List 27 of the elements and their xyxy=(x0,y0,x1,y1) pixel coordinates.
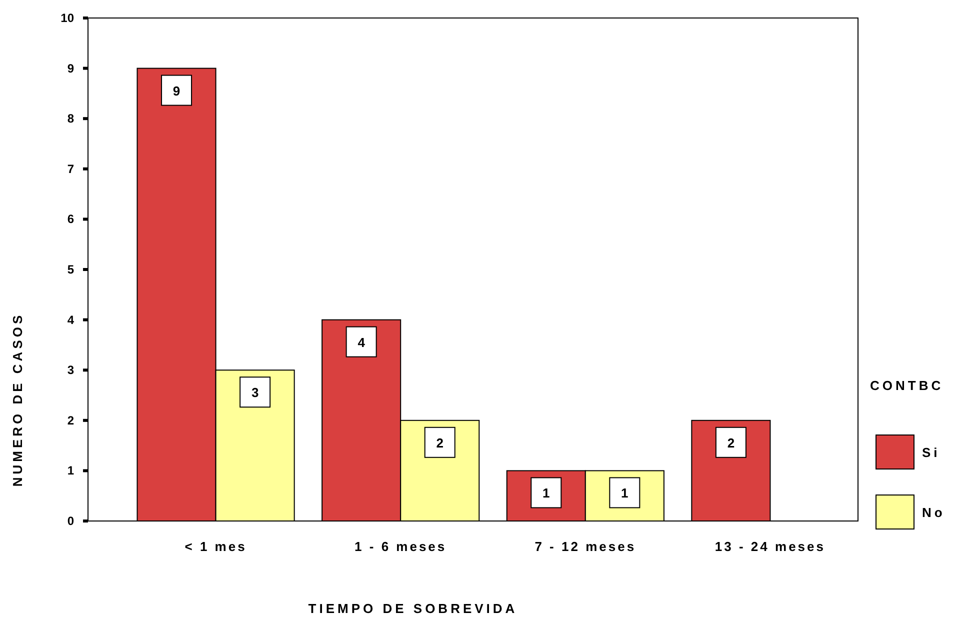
text: Si xyxy=(922,445,940,460)
x-tick-label: 7 - 12 meses xyxy=(534,539,636,554)
y-tick-label: 6 xyxy=(67,212,74,226)
y-tick-label: 8 xyxy=(67,112,74,126)
y-axis-title: NUMERO DE CASOS xyxy=(10,312,25,487)
data-label: 4 xyxy=(358,334,366,350)
data-label: 3 xyxy=(251,385,259,400)
data-label: 2 xyxy=(436,435,444,450)
x-tick-label: 13 - 24 meses xyxy=(714,539,826,554)
y-tick-label: 1 xyxy=(67,464,74,478)
data-label: 2 xyxy=(727,435,735,450)
y-tick-label: 10 xyxy=(60,11,74,25)
y-tick-label: 4 xyxy=(67,312,74,327)
y-tick-label: 0 xyxy=(67,514,74,528)
y-tick-label: 9 xyxy=(67,61,74,76)
y-tick-label: 5 xyxy=(67,262,74,276)
x-tick-label: < 1 mes xyxy=(184,539,247,554)
text: No xyxy=(922,505,946,520)
x-tick-label: 1 - 6 meses xyxy=(354,539,447,554)
x-axis-title: TIEMPO DE SOBREVIDA xyxy=(308,601,518,616)
data-label: 1 xyxy=(621,486,628,501)
y-tick-label: 7 xyxy=(67,162,74,176)
legend-title: CONTBC xyxy=(870,378,944,393)
data-label: 9 xyxy=(172,83,180,98)
y-tick-label: 3 xyxy=(67,363,74,378)
y-tick-label: 2 xyxy=(67,413,74,428)
data-label: 1 xyxy=(542,486,550,501)
